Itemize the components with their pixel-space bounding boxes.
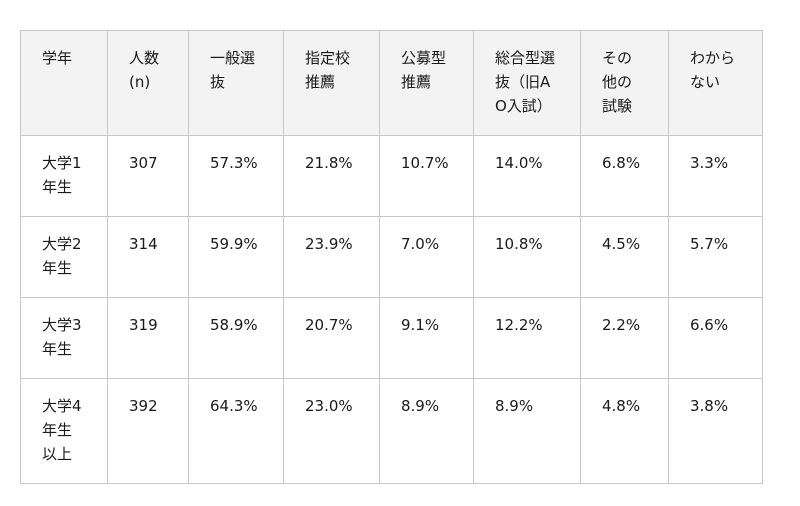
row-label: 大学4年生以上 — [20, 378, 108, 484]
data-cell: 59.9% — [188, 216, 284, 298]
row-label: 大学3年生 — [20, 297, 108, 379]
data-cell: 23.0% — [283, 378, 380, 484]
data-cell: 6.8% — [580, 135, 669, 217]
header-row: 学年 人数(n) 一般選抜 指定校推薦 公募型推薦 総合型選抜（旧AO入試） その他の試験わ… — [20, 30, 763, 136]
data-cell: 21.8% — [283, 135, 380, 217]
data-cell: 20.7% — [283, 297, 380, 379]
header-cell: その他の試験 — [580, 30, 669, 136]
data-cell: 8.9% — [473, 378, 581, 484]
data-cell: 57.3% — [188, 135, 284, 217]
header-cell: 学年 — [20, 30, 108, 136]
data-table: 学年 人数(n) 一般選抜 指定校推薦 公募型推薦 総合型選抜（旧AO入試） その他の試験わ… — [20, 30, 763, 484]
data-cell: 5.7% — [668, 216, 763, 298]
row-label: 大学1年生 — [20, 135, 108, 217]
data-cell: 319 — [107, 297, 189, 379]
data-cell: 3.8% — [668, 378, 763, 484]
data-cell: 64.3% — [188, 378, 284, 484]
header-cell: わからない — [668, 30, 763, 136]
table-body: 大学1年生 307 57.3% 21.8% 10.7% 14.0% 6.8% 3.3% 大学2年… — [20, 135, 763, 484]
table-row: 大学1年生 307 57.3% 21.8% 10.7% 14.0% 6.8% 3.3% — [20, 135, 763, 217]
data-cell: 8.9% — [379, 378, 474, 484]
data-cell: 23.9% — [283, 216, 380, 298]
data-cell: 314 — [107, 216, 189, 298]
header-cell: 一般選抜 — [188, 30, 284, 136]
table-header: 学年 人数(n) 一般選抜 指定校推薦 公募型推薦 総合型選抜（旧AO入試） その他の試験わ… — [20, 30, 763, 136]
data-cell: 10.8% — [473, 216, 581, 298]
data-cell: 307 — [107, 135, 189, 217]
data-cell: 12.2% — [473, 297, 581, 379]
data-cell: 2.2% — [580, 297, 669, 379]
header-cell: 公募型推薦 — [379, 30, 474, 136]
table-row: 大学4年生以上 392 64.3% 23.0% 8.9% 8.9% 4.8% 3.8% — [20, 378, 763, 484]
row-label: 大学2年生 — [20, 216, 108, 298]
data-cell: 4.8% — [580, 378, 669, 484]
data-cell: 392 — [107, 378, 189, 484]
table-row: 大学2年生 314 59.9% 23.9% 7.0% 10.8% 4.5% 5.7% — [20, 216, 763, 298]
data-cell: 14.0% — [473, 135, 581, 217]
table-row: 大学3年生 319 58.9% 20.7% 9.1% 12.2% 2.2% 6.6% — [20, 297, 763, 379]
header-cell: 総合型選抜（旧AO入試） — [473, 30, 581, 136]
data-cell: 3.3% — [668, 135, 763, 217]
data-cell: 9.1% — [379, 297, 474, 379]
data-cell: 7.0% — [379, 216, 474, 298]
header-cell: 人数(n) — [107, 30, 189, 136]
header-cell: 指定校推薦 — [283, 30, 380, 136]
data-cell: 58.9% — [188, 297, 284, 379]
data-cell: 10.7% — [379, 135, 474, 217]
data-cell: 4.5% — [580, 216, 669, 298]
data-cell: 6.6% — [668, 297, 763, 379]
